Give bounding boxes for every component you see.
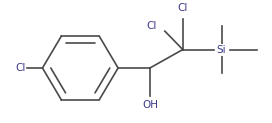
Text: Cl: Cl xyxy=(178,3,188,13)
Text: Si: Si xyxy=(217,45,226,55)
Text: Cl: Cl xyxy=(15,63,26,73)
Text: OH: OH xyxy=(142,100,158,110)
Text: Cl: Cl xyxy=(147,21,157,31)
